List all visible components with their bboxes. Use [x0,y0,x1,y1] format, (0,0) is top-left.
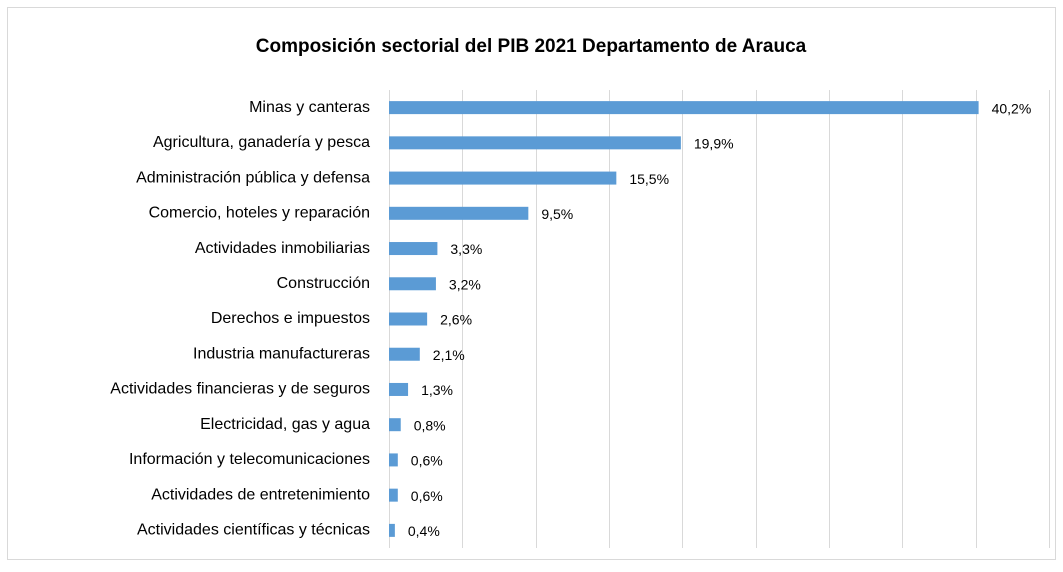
data-label: 1,3% [421,382,453,398]
bar [389,171,617,185]
data-label: 19,9% [694,136,734,152]
bar [389,206,529,220]
data-label: 15,5% [629,171,669,187]
y-tick-label: Agricultura, ganadería y pesca [153,134,370,151]
y-tick-label: Actividades de entretenimiento [151,486,370,503]
data-label: 3,3% [450,241,482,257]
bar [389,382,409,396]
bar [389,418,401,432]
bar [389,347,420,361]
data-label: 2,1% [433,347,465,363]
data-label: 0,4% [408,523,440,539]
data-label: 3,2% [449,276,481,292]
data-label: 0,6% [411,453,443,469]
chart-title: Composición sectorial del PIB 2021 Depar… [256,36,807,57]
y-tick-label: Electricidad, gas y agua [200,416,370,433]
bar [389,453,398,467]
y-tick-label: Comercio, hoteles y reparación [149,205,370,222]
y-tick-label: Administración pública y defensa [136,169,370,186]
bar [389,277,436,291]
chart-frame [7,7,1056,560]
y-tick-label: Construcción [277,275,370,292]
data-label: 0,6% [411,488,443,504]
bar [389,242,438,256]
bar [389,101,979,115]
bar [389,136,681,150]
data-label: 2,6% [440,312,472,328]
bar [389,523,395,537]
data-label: 40,2% [992,100,1032,116]
y-tick-label: Actividades inmobiliarias [195,240,370,257]
data-label: 9,5% [541,206,573,222]
y-tick-label: Actividades financieras y de seguros [110,381,370,398]
y-tick-label: Información y telecomunicaciones [129,451,370,468]
bar [389,312,428,326]
bar [389,488,398,502]
y-tick-label: Industria manufactureras [193,345,370,362]
data-label: 0,8% [414,417,446,433]
y-tick-label: Minas y canteras [249,99,370,116]
y-tick-label: Derechos e impuestos [211,310,370,327]
y-tick-label: Actividades científicas y técnicas [137,522,370,539]
